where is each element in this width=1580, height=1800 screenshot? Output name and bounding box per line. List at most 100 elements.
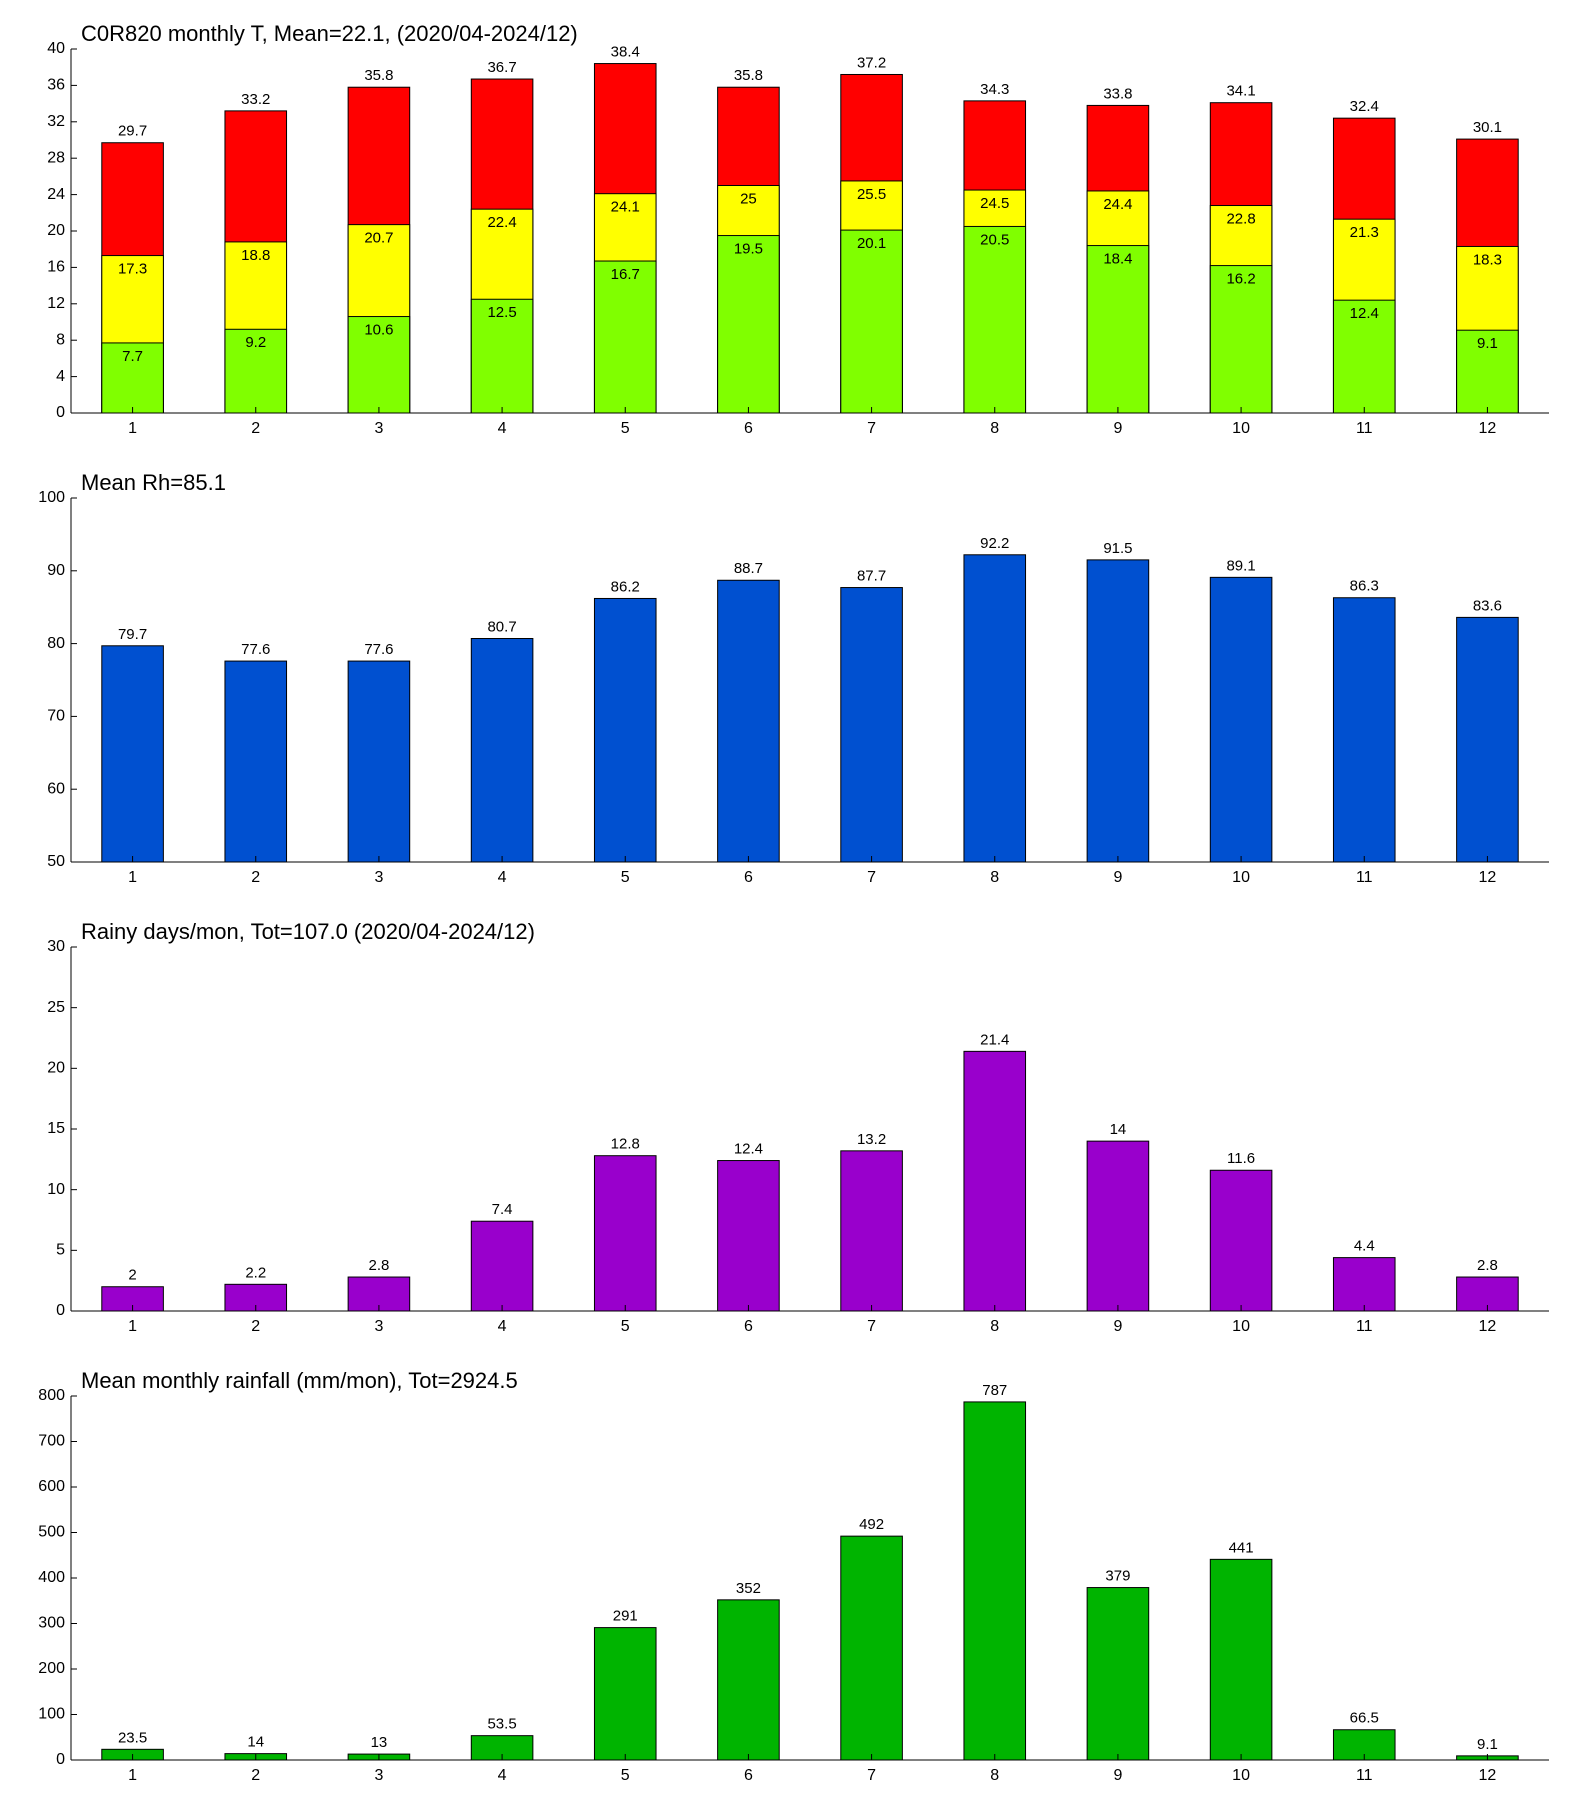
x-tick-label: 7 bbox=[867, 1318, 876, 1335]
x-tick-label: 8 bbox=[990, 420, 999, 437]
x-tick-label: 2 bbox=[251, 1318, 260, 1335]
bar bbox=[963, 1050, 1027, 1312]
x-tick-label: 5 bbox=[621, 1318, 630, 1335]
bar bbox=[1209, 1169, 1273, 1312]
bar bbox=[840, 1150, 903, 1312]
value-label: 2.2 bbox=[245, 1264, 266, 1281]
value-label: 24.1 bbox=[611, 199, 640, 216]
x-tick-label: 11 bbox=[1356, 869, 1373, 886]
x-tick-label: 3 bbox=[374, 1767, 383, 1784]
x-tick-label: 7 bbox=[867, 420, 876, 437]
bar bbox=[717, 579, 780, 863]
x-tick-label: 10 bbox=[1232, 1318, 1250, 1335]
x-tick-label: 11 bbox=[1356, 1767, 1373, 1784]
value-label: 2.8 bbox=[1477, 1257, 1498, 1274]
value-label: 4.4 bbox=[1354, 1238, 1375, 1255]
bar bbox=[224, 660, 288, 863]
x-tick-label: 12 bbox=[1479, 1318, 1497, 1335]
bar bbox=[1332, 597, 1396, 863]
bar bbox=[470, 298, 534, 414]
y-tick-label: 32 bbox=[47, 113, 65, 130]
bar bbox=[840, 229, 903, 414]
y-tick-label: 50 bbox=[47, 853, 65, 870]
value-label: 13.2 bbox=[857, 1131, 886, 1148]
value-label: 17.3 bbox=[118, 261, 147, 278]
y-tick-label: 5 bbox=[56, 1242, 65, 1259]
value-label: 24.5 bbox=[980, 195, 1009, 212]
y-tick-label: 100 bbox=[38, 1706, 65, 1723]
x-tick-label: 8 bbox=[990, 1767, 999, 1784]
y-tick-label: 400 bbox=[38, 1569, 65, 1586]
bar bbox=[593, 1627, 657, 1761]
x-tick-label: 10 bbox=[1232, 869, 1250, 886]
value-label: 33.2 bbox=[241, 91, 270, 108]
x-tick-label: 9 bbox=[1113, 1318, 1122, 1335]
value-label: 16.2 bbox=[1226, 271, 1255, 288]
value-label: 291 bbox=[613, 1608, 638, 1625]
bar bbox=[1332, 299, 1396, 414]
value-label: 10.6 bbox=[364, 322, 393, 339]
x-tick-label: 1 bbox=[128, 1767, 137, 1784]
value-label: 77.6 bbox=[364, 641, 393, 658]
bar bbox=[101, 645, 164, 863]
value-label: 12.4 bbox=[734, 1141, 763, 1158]
value-label: 9.1 bbox=[1477, 1736, 1498, 1753]
value-label: 66.5 bbox=[1350, 1710, 1379, 1727]
bar bbox=[1332, 1257, 1396, 1312]
x-tick-label: 5 bbox=[621, 1767, 630, 1784]
y-tick-label: 28 bbox=[47, 149, 65, 166]
bar bbox=[470, 1220, 534, 1312]
x-tick-label: 10 bbox=[1232, 1767, 1250, 1784]
y-tick-label: 24 bbox=[47, 186, 65, 203]
y-tick-label: 4 bbox=[56, 368, 65, 385]
bar bbox=[840, 587, 903, 863]
bar bbox=[347, 660, 411, 863]
y-tick-label: 16 bbox=[47, 259, 65, 276]
y-tick-label: 10 bbox=[47, 1181, 65, 1198]
value-label: 25 bbox=[740, 190, 757, 207]
bar bbox=[963, 225, 1027, 414]
value-label: 12.8 bbox=[611, 1136, 640, 1153]
y-tick-label: 20 bbox=[47, 222, 65, 239]
bar bbox=[1086, 1587, 1150, 1761]
bar bbox=[1209, 1558, 1273, 1761]
value-label: 2.8 bbox=[368, 1257, 389, 1274]
y-tick-label: 60 bbox=[47, 780, 65, 797]
value-label: 20.5 bbox=[980, 231, 1009, 248]
value-label: 22.8 bbox=[1226, 210, 1255, 227]
value-label: 352 bbox=[736, 1580, 761, 1597]
x-tick-label: 5 bbox=[621, 420, 630, 437]
value-label: 18.3 bbox=[1473, 251, 1502, 268]
x-tick-label: 9 bbox=[1113, 869, 1122, 886]
bar bbox=[717, 1160, 780, 1312]
value-label: 787 bbox=[982, 1382, 1007, 1399]
value-label: 53.5 bbox=[487, 1716, 516, 1733]
value-label: 14 bbox=[247, 1734, 264, 1751]
value-label: 492 bbox=[859, 1516, 884, 1533]
value-label: 9.2 bbox=[245, 334, 266, 351]
bar bbox=[840, 1535, 903, 1761]
y-tick-label: 40 bbox=[47, 40, 65, 57]
x-tick-label: 12 bbox=[1479, 420, 1497, 437]
value-label: 18.4 bbox=[1103, 251, 1132, 268]
x-tick-label: 3 bbox=[374, 1318, 383, 1335]
bar bbox=[963, 1401, 1027, 1761]
x-tick-label: 4 bbox=[498, 1767, 507, 1784]
value-label: 2 bbox=[128, 1267, 136, 1284]
value-label: 83.6 bbox=[1473, 597, 1502, 614]
value-label: 7.7 bbox=[122, 348, 143, 365]
y-tick-label: 36 bbox=[47, 77, 65, 94]
y-tick-label: 600 bbox=[38, 1478, 65, 1495]
chart-title: C0R820 monthly T, Mean=22.1, (2020/04-20… bbox=[81, 21, 578, 46]
x-tick-label: 4 bbox=[498, 420, 507, 437]
value-label: 11.6 bbox=[1227, 1150, 1255, 1167]
bar bbox=[593, 597, 657, 863]
value-label: 9.1 bbox=[1477, 335, 1498, 352]
value-label: 21.4 bbox=[980, 1031, 1009, 1048]
value-label: 89.1 bbox=[1226, 557, 1255, 574]
x-tick-label: 11 bbox=[1356, 420, 1373, 437]
chart-title: Mean Rh=85.1 bbox=[81, 470, 226, 495]
bar bbox=[593, 260, 657, 414]
y-tick-label: 25 bbox=[47, 999, 65, 1016]
